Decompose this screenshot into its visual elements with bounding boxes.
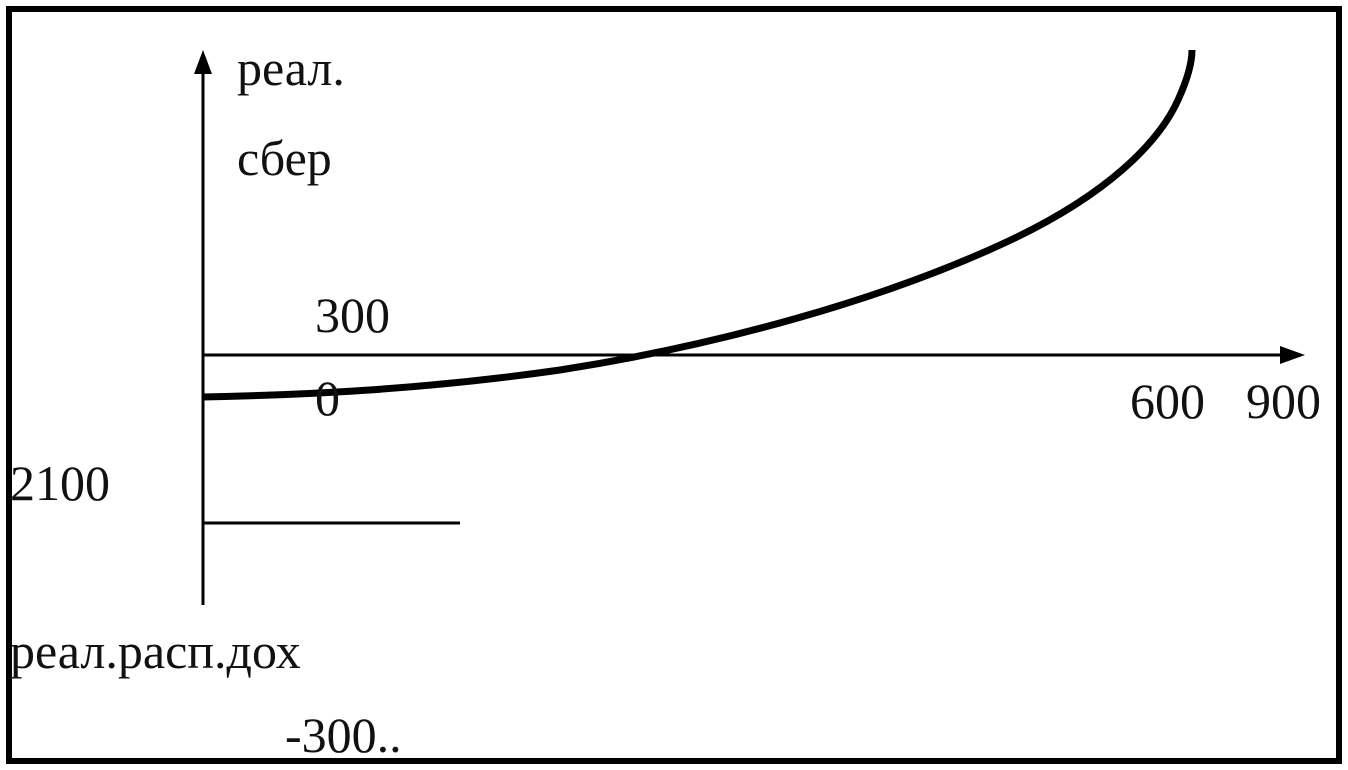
- y-axis-arrow: [194, 50, 212, 74]
- label: 900: [1246, 373, 1321, 429]
- savings-curve: [202, 49, 1196, 401]
- y-axis-label: реал.: [237, 40, 345, 96]
- y-axis-label: сбер: [237, 130, 332, 186]
- label: 300: [315, 287, 390, 343]
- x-axis-arrow: [1280, 346, 1305, 364]
- frame: [6, 6, 1342, 764]
- label: -300..: [285, 707, 402, 763]
- label: 2100: [10, 455, 110, 511]
- x-axis-label: реал.расп.дох: [10, 623, 301, 679]
- label: 600: [1130, 373, 1205, 429]
- label: 0: [315, 370, 340, 426]
